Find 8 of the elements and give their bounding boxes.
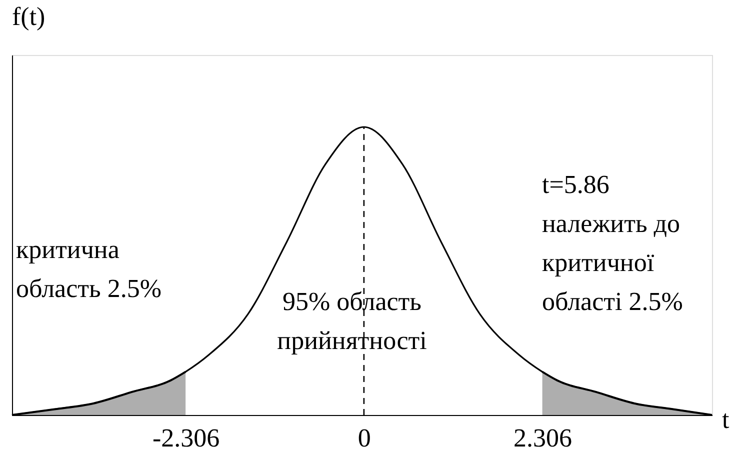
x-tick-label: 0 — [358, 424, 371, 452]
x-axis-title: t — [722, 405, 730, 434]
x-tick-label: 2.306 — [514, 424, 572, 452]
annotation: 95% область прийнятності — [277, 287, 427, 355]
x-tick-label: -2.306 — [152, 424, 220, 452]
y-axis-title: f(t) — [12, 2, 46, 31]
annotation: t=5.86 належить до критичної області 2.5% — [542, 170, 683, 316]
annotation: критична область 2.5% — [16, 235, 162, 303]
